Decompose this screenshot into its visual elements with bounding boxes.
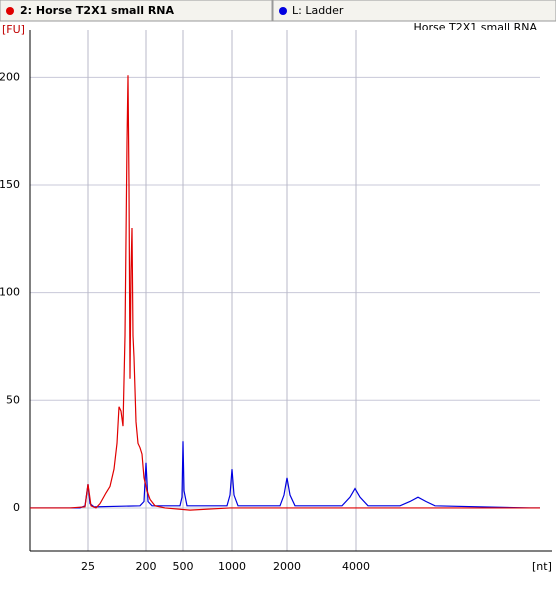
tab[interactable] xyxy=(0,0,273,22)
y-tick-label: 0 xyxy=(13,501,20,514)
x-tick-label: 500 xyxy=(173,560,194,573)
series-line xyxy=(30,441,540,509)
tab[interactable] xyxy=(272,0,556,22)
y-tick-label: 50 xyxy=(6,393,20,406)
tab-label[interactable]: 2: Horse T2X1 small RNA xyxy=(20,4,175,17)
tab-dot xyxy=(6,7,14,15)
x-tick-label: 25 xyxy=(81,560,95,573)
x-tick-label: 2000 xyxy=(273,560,301,573)
x-tick-label: 1000 xyxy=(218,560,246,573)
x-tick-label: 4000 xyxy=(342,560,370,573)
tab-label[interactable]: L: Ladder xyxy=(292,4,344,17)
plot-area xyxy=(30,30,540,551)
x-axis-label: [nt] xyxy=(532,560,552,573)
tab-dot xyxy=(279,7,287,15)
y-tick-label: 200 xyxy=(0,70,20,83)
y-axis-label: [FU] xyxy=(2,23,25,36)
y-tick-label: 100 xyxy=(0,286,20,299)
series-line xyxy=(30,75,540,511)
y-tick-label: 150 xyxy=(0,178,20,191)
x-tick-label: 200 xyxy=(136,560,157,573)
